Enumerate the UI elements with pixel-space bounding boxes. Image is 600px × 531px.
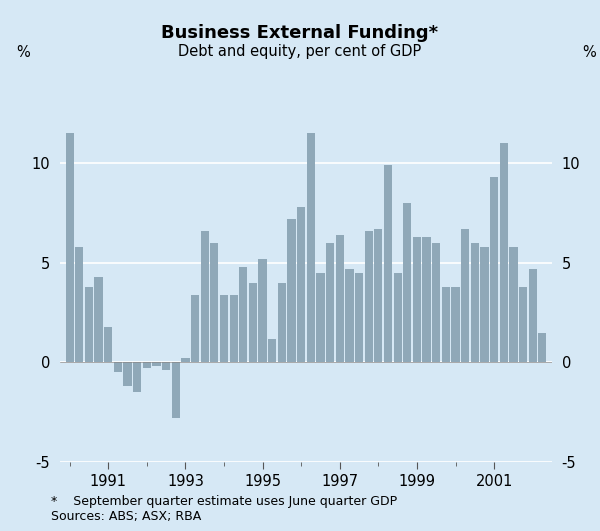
Bar bbox=[181, 358, 190, 362]
Text: Business External Funding*: Business External Funding* bbox=[161, 24, 439, 42]
Bar bbox=[307, 133, 315, 362]
Bar bbox=[249, 282, 257, 362]
Bar bbox=[335, 235, 344, 362]
Bar bbox=[220, 295, 228, 362]
Bar bbox=[509, 247, 518, 362]
Text: %: % bbox=[16, 45, 30, 59]
Bar bbox=[94, 277, 103, 362]
Bar bbox=[162, 362, 170, 371]
Text: Debt and equity, per cent of GDP: Debt and equity, per cent of GDP bbox=[178, 44, 422, 58]
Bar bbox=[152, 362, 161, 366]
Bar bbox=[124, 362, 131, 387]
Bar bbox=[104, 327, 112, 362]
Bar bbox=[316, 273, 325, 362]
Text: %: % bbox=[582, 45, 596, 59]
Bar bbox=[239, 267, 247, 362]
Bar bbox=[287, 219, 296, 362]
Bar bbox=[191, 295, 199, 362]
Bar bbox=[278, 282, 286, 362]
Bar bbox=[529, 269, 537, 362]
Bar bbox=[519, 287, 527, 362]
Bar bbox=[65, 133, 74, 362]
Bar bbox=[422, 237, 431, 362]
Bar bbox=[230, 295, 238, 362]
Bar bbox=[326, 243, 334, 362]
Bar bbox=[75, 247, 83, 362]
Text: Sources: ABS; ASX; RBA: Sources: ABS; ASX; RBA bbox=[51, 510, 201, 523]
Bar bbox=[451, 287, 460, 362]
Bar bbox=[413, 237, 421, 362]
Bar bbox=[432, 243, 440, 362]
Bar bbox=[259, 259, 266, 362]
Bar bbox=[374, 229, 382, 362]
Bar bbox=[394, 273, 402, 362]
Bar bbox=[481, 247, 488, 362]
Bar bbox=[384, 165, 392, 362]
Text: *    September quarter estimate uses June quarter GDP: * September quarter estimate uses June q… bbox=[51, 495, 397, 508]
Bar bbox=[403, 203, 412, 362]
Bar bbox=[297, 207, 305, 362]
Bar bbox=[365, 231, 373, 362]
Bar bbox=[85, 287, 93, 362]
Bar bbox=[461, 229, 469, 362]
Bar bbox=[355, 273, 363, 362]
Bar bbox=[210, 243, 218, 362]
Bar bbox=[268, 339, 277, 362]
Bar bbox=[500, 143, 508, 362]
Bar bbox=[172, 362, 180, 418]
Bar bbox=[471, 243, 479, 362]
Bar bbox=[442, 287, 450, 362]
Bar bbox=[538, 332, 547, 362]
Bar bbox=[114, 362, 122, 372]
Bar bbox=[346, 269, 353, 362]
Bar bbox=[133, 362, 141, 392]
Bar bbox=[200, 231, 209, 362]
Bar bbox=[143, 362, 151, 369]
Bar bbox=[490, 177, 498, 362]
